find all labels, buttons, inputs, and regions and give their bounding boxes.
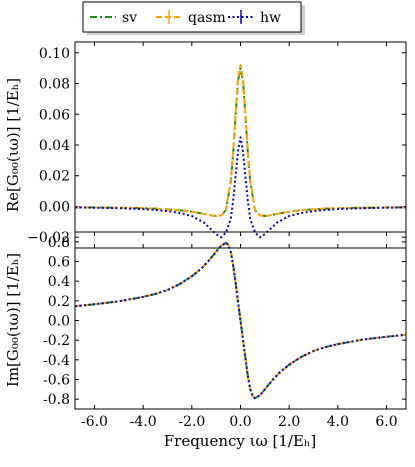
- xtick-label: -2.0: [178, 414, 205, 430]
- legend: sv qasm hw: [82, 1, 305, 35]
- ytick-label-real: 0.10: [39, 46, 70, 62]
- xtick-label: 4.0: [327, 414, 349, 430]
- xtick-label: 2.0: [278, 414, 300, 430]
- ytick-label-real: 0.02: [39, 169, 70, 185]
- series-hw-real-line: [74, 136, 407, 239]
- ylabel-real: Re[G₀₀(ιω)] [1/Eₕ]: [4, 78, 22, 212]
- ytick-label-real: 0.00: [39, 199, 70, 215]
- ytick-label-imag: -0.2: [43, 333, 70, 349]
- ytick-label-real: 0.08: [39, 77, 70, 93]
- legend-label-hw: hw: [260, 10, 281, 26]
- legend-box: [82, 1, 302, 33]
- ytick-label-imag: 0.2: [48, 294, 70, 310]
- series-sv-imag-line: [74, 241, 407, 400]
- xtick-label: -6.0: [81, 414, 108, 430]
- ytick-label-real: 0.04: [39, 138, 70, 154]
- panel-real: −0.02 0.00 0.02 0.04 0.06 0.08 0.10 Re[G₀₀(ιω)…: [4, 41, 407, 249]
- series-hw-imag-line: [74, 241, 407, 400]
- panel-imag: -6.0 -4.0 -2.0 0.0 2.0 4.0 6.0 -0.8 -0.6 -0.4 -0.2…: [4, 231, 407, 450]
- series-qasm-real-line: [74, 64, 407, 218]
- ytick-label-imag: -0.8: [43, 392, 70, 408]
- ytick-label-real: −0.02: [27, 230, 70, 246]
- xtick-label: 6.0: [375, 414, 397, 430]
- ytick-label-imag: 0.0: [48, 314, 70, 330]
- ytick-label-imag: -0.6: [43, 373, 70, 389]
- ytick-label-imag: 0.6: [48, 255, 70, 271]
- legend-label-sv: sv: [122, 10, 137, 26]
- xtick-label: -4.0: [130, 414, 157, 430]
- ytick-label-imag: -0.4: [43, 353, 70, 369]
- ytick-label-real: 0.06: [39, 107, 70, 123]
- xlabel: Frequency ιω [1/Eₕ]: [164, 432, 317, 450]
- ylabel-imag: Im[G₀₀(ιω)] [1/Eₕ]: [4, 253, 22, 387]
- ytick-label-imag: 0.4: [48, 274, 70, 290]
- ytick-label-imag: 0.8: [48, 235, 70, 251]
- legend-label-qasm: qasm: [188, 10, 226, 26]
- xtick-label: 0.0: [229, 414, 251, 430]
